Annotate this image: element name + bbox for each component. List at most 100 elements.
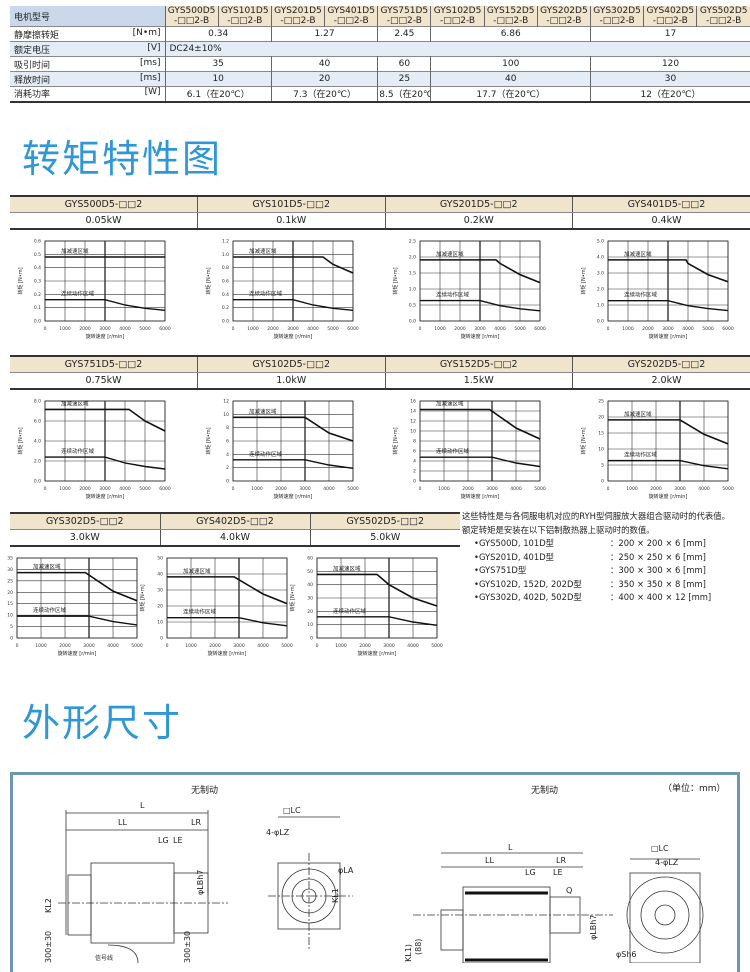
y-tick-label: 10 — [157, 620, 163, 626]
x-tick-label: 3000 — [100, 326, 112, 332]
y-tick-label: 14 — [411, 409, 417, 415]
note-line: 这些特性是与各伺服电机对应的RYH型伺服放大器组合驱动时的代表值。 — [462, 510, 730, 524]
x-tick-label: 5000 — [535, 486, 547, 492]
x-tick-label: 1000 — [439, 486, 451, 492]
x-axis-title: 旋转速度 [r/min] — [57, 650, 96, 657]
peak-torque-line — [17, 573, 137, 601]
y-tick-label: 2 — [226, 465, 229, 471]
y-tick-label: 5 — [601, 463, 604, 469]
note-line: 额定转矩是安装在以下铝制散热器上驱动时的数值。 — [462, 524, 730, 538]
x-tick-label: 1000 — [335, 643, 347, 649]
x-tick-label: 6000 — [160, 326, 172, 332]
right-motor-side-view — [413, 853, 613, 963]
x-tick-label: 3000 — [100, 486, 112, 492]
x-tick-label: 4000 — [120, 486, 132, 492]
row-unit: [N•m] — [133, 28, 164, 38]
y-axis-title: 转矩 [N•m] — [289, 584, 296, 611]
x-tick-label: 4000 — [495, 326, 507, 332]
chart-model: GYS202D5-□□2 — [573, 356, 750, 372]
y-tick-label: 4.0 — [597, 255, 604, 261]
dim-S: φSh6 — [616, 950, 637, 959]
y-tick-label: 12 — [411, 419, 417, 425]
y-axis-title: 转矩 [N•m] — [139, 584, 146, 611]
table-row: 额定电压[V]DC24±10% — [10, 42, 750, 57]
table-cell: 100 — [431, 57, 591, 72]
x-tick-label: 3000 — [383, 643, 395, 649]
x-tick-label: 2000 — [209, 643, 221, 649]
chart-power: 1.5kW — [385, 372, 573, 389]
dim-L: L — [140, 801, 145, 810]
chart-model: GYS751D5-□□2 — [10, 356, 198, 372]
y-tick-label: 20 — [157, 604, 163, 610]
x-axis-title: 旋转速度 [r/min] — [648, 493, 687, 500]
continuous-region-label: 连续动作区域 — [183, 608, 217, 616]
chart-model: GYS152D5-□□2 — [385, 356, 573, 372]
heatsink-model: •GYS302D, 402D, 502D型 — [474, 592, 582, 602]
y-tick-label: 20 — [598, 415, 604, 421]
heatsink-size: ：350 × 350 × 8 [mm] — [610, 578, 706, 592]
y-tick-label: 2.0 — [34, 459, 41, 465]
x-tick-label: 0 — [315, 643, 318, 649]
x-tick-label: 2000 — [267, 326, 279, 332]
peak-torque-line — [233, 417, 353, 441]
y-tick-label: 0.2 — [222, 305, 229, 311]
x-tick-label: 3000 — [233, 643, 245, 649]
y-tick-label: 2.0 — [597, 287, 604, 293]
table-cell: 40 — [431, 72, 591, 87]
x-tick-label: 1000 — [35, 643, 47, 649]
x-axis-title: 旋转速度 [r/min] — [357, 650, 396, 657]
x-tick-label: 1000 — [60, 326, 72, 332]
x-tick-label: 1000 — [247, 326, 259, 332]
continuous-region-label: 连续动作区域 — [249, 450, 283, 458]
x-tick-label: 1000 — [435, 326, 447, 332]
continuous-region-label: 连续动作区域 — [436, 291, 470, 299]
table-cell: 12（在20℃） — [591, 87, 750, 102]
y-tick-label: 10 — [223, 412, 229, 418]
y-tick-label: 0.5 — [409, 303, 416, 309]
x-tick-label: 3000 — [475, 326, 487, 332]
row-label: 释放时间 — [14, 76, 50, 86]
chart-power: 5.0kW — [310, 529, 460, 546]
x-tick-label: 0 — [231, 326, 234, 332]
table-cell: 8.5（在20℃） — [378, 87, 431, 102]
y-tick-label: 8 — [413, 439, 416, 445]
heatsink-model: •GYS751D型 — [474, 565, 526, 575]
dim-LE-right: LE — [553, 868, 563, 877]
x-tick-label: 2000 — [650, 486, 662, 492]
y-tick-label: 0.4 — [34, 265, 41, 271]
y-tick-label: 2.5 — [409, 239, 416, 245]
x-tick-label: 0 — [419, 326, 422, 332]
continuous-torque-line — [420, 457, 540, 466]
y-tick-label: 2.0 — [409, 255, 416, 261]
x-tick-label: 2000 — [59, 643, 71, 649]
y-tick-label: 0.0 — [222, 319, 229, 325]
continuous-region-label: 连续动作区域 — [61, 447, 95, 455]
y-tick-label: 6 — [226, 439, 229, 445]
model-header: GYS202D5 -□□2-B — [537, 6, 590, 27]
x-tick-label: 6000 — [347, 326, 359, 332]
y-tick-label: 0.4 — [222, 292, 229, 298]
heatsink-size: ：300 × 300 × 6 [mm] — [610, 564, 706, 578]
chart-power: 2.0kW — [573, 372, 750, 389]
peak-region-label: 加减速区域 — [183, 567, 211, 575]
chart-model: GYS101D5-□□2 — [198, 196, 386, 212]
x-tick-label: 5000 — [140, 486, 152, 492]
y-tick-label: 60 — [307, 556, 313, 562]
y-axis-title: 转矩 [N•m] — [580, 267, 587, 294]
y-tick-label: 4.0 — [34, 439, 41, 445]
x-tick-label: 5000 — [702, 326, 714, 332]
y-tick-label: 25 — [7, 578, 13, 584]
dim-LR: LR — [191, 818, 201, 827]
x-tick-label: 1000 — [60, 486, 72, 492]
x-tick-label: 3000 — [287, 326, 299, 332]
y-tick-label: 6.0 — [34, 419, 41, 425]
x-tick-label: 2000 — [642, 326, 654, 332]
x-tick-label: 2000 — [463, 486, 475, 492]
